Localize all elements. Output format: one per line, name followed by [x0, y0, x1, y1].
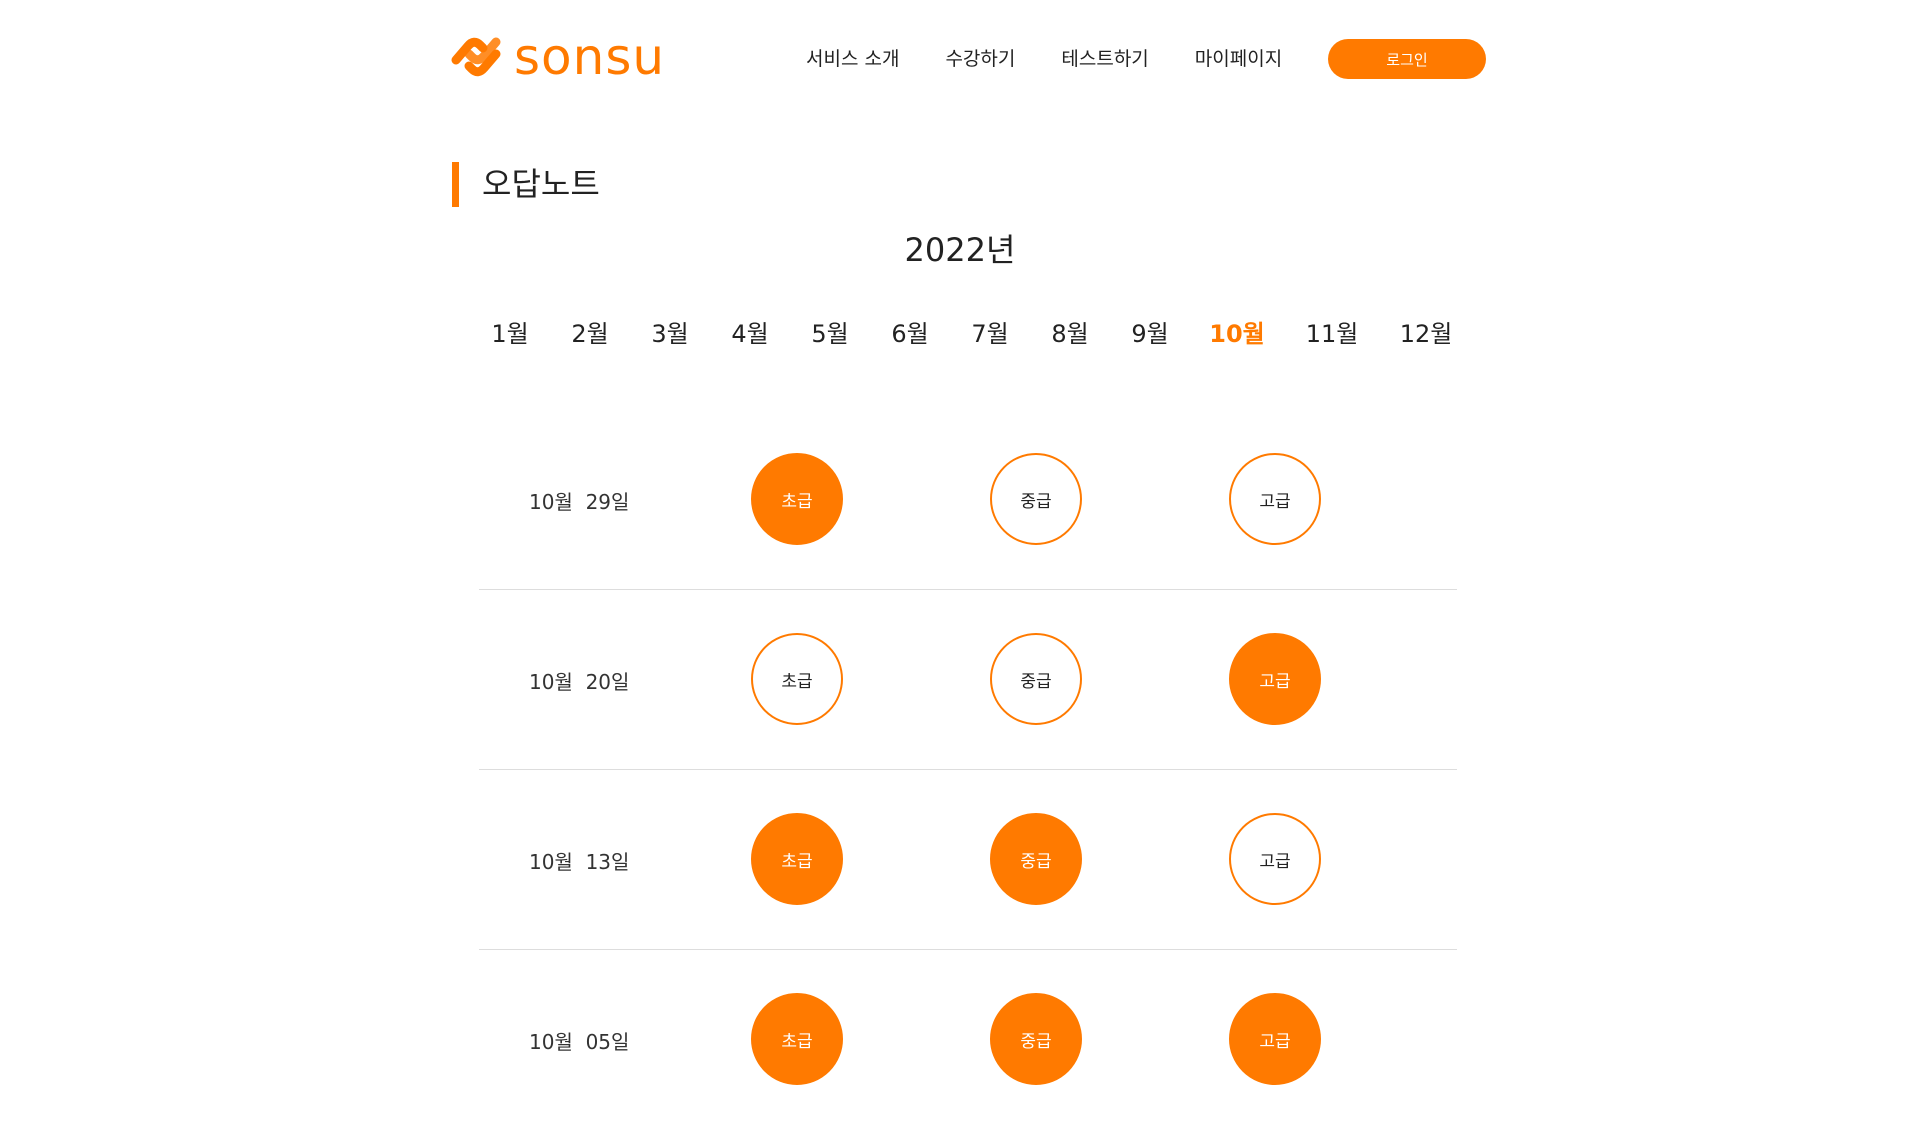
header: sonsu 서비스 소개 수강하기 테스트하기 마이페이지 로그인: [0, 0, 1920, 120]
logo[interactable]: sonsu: [450, 32, 665, 82]
record-date: 10월 05일: [529, 1029, 630, 1054]
month-7[interactable]: 7월: [971, 320, 1009, 348]
month-1[interactable]: 1월: [491, 320, 529, 348]
logo-icon: [451, 37, 501, 77]
month-3[interactable]: 3월: [651, 320, 689, 348]
month-11[interactable]: 11월: [1305, 320, 1359, 348]
level-beginner-button[interactable]: 초급: [751, 993, 843, 1085]
record-date: 10월 13일: [529, 849, 630, 874]
level-intermediate-button[interactable]: 중급: [990, 993, 1082, 1085]
page-title: 오답노트: [482, 165, 600, 203]
month-8[interactable]: 8월: [1051, 320, 1089, 348]
month-2[interactable]: 2월: [571, 320, 609, 348]
login-button[interactable]: 로그인: [1328, 39, 1486, 79]
level-advanced-button[interactable]: 고급: [1229, 633, 1321, 725]
nav-item-courses[interactable]: 수강하기: [945, 48, 1016, 70]
level-intermediate-button[interactable]: 중급: [990, 813, 1082, 905]
title-accent-bar: [452, 162, 459, 207]
month-5[interactable]: 5월: [811, 320, 849, 348]
main-nav: 서비스 소개 수강하기 테스트하기 마이페이지: [806, 44, 1282, 71]
month-6[interactable]: 6월: [891, 320, 929, 348]
month-selector: 1월 2월 3월 4월 5월 6월 7월 8월 9월 10월 11월 12월: [0, 317, 1920, 353]
row-divider: [479, 949, 1457, 950]
level-intermediate-button[interactable]: 중급: [990, 453, 1082, 545]
month-9[interactable]: 9월: [1131, 320, 1169, 348]
record-date: 10월 20일: [529, 669, 630, 694]
nav-item-mypage[interactable]: 마이페이지: [1194, 48, 1283, 70]
level-advanced-button[interactable]: 고급: [1229, 453, 1321, 545]
level-intermediate-button[interactable]: 중급: [990, 633, 1082, 725]
record-row: 10월 29일 초급 중급 고급: [479, 410, 1457, 590]
row-divider: [479, 589, 1457, 590]
nav-item-service-intro[interactable]: 서비스 소개: [806, 48, 900, 70]
row-divider: [479, 769, 1457, 770]
level-beginner-button[interactable]: 초급: [751, 633, 843, 725]
level-advanced-button[interactable]: 고급: [1229, 813, 1321, 905]
month-4[interactable]: 4월: [731, 320, 769, 348]
record-row: 10월 05일 초급 중급 고급: [479, 950, 1457, 1085]
level-beginner-button[interactable]: 초급: [751, 813, 843, 905]
month-12[interactable]: 12월: [1399, 320, 1453, 348]
level-advanced-button[interactable]: 고급: [1229, 993, 1321, 1085]
level-beginner-button[interactable]: 초급: [751, 453, 843, 545]
record-row: 10월 13일 초급 중급 고급: [479, 770, 1457, 950]
record-date: 10월 29일: [529, 489, 630, 514]
year-label: 2022년: [904, 231, 1016, 269]
month-10[interactable]: 10월: [1209, 320, 1265, 348]
nav-item-tests[interactable]: 테스트하기: [1061, 48, 1149, 70]
record-row: 10월 20일 초급 중급 고급: [479, 590, 1457, 770]
logo-text: sonsu: [514, 28, 666, 86]
